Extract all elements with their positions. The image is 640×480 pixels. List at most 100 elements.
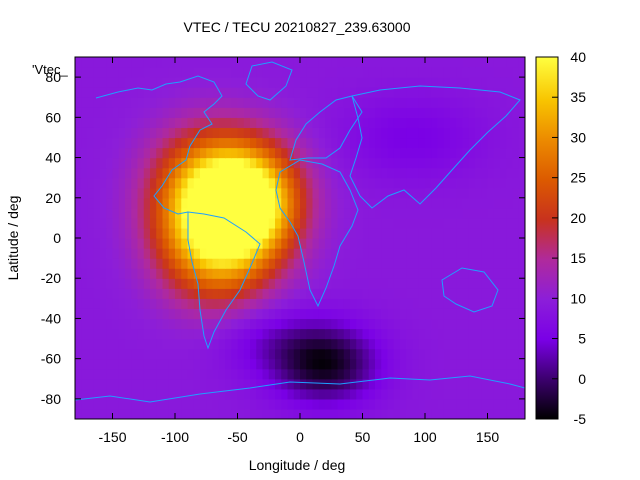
heatmap-cell [406, 358, 414, 370]
heatmap-cell [400, 298, 407, 309]
heatmap-cell [418, 167, 426, 179]
heatmap-cell [187, 117, 195, 128]
heatmap-cell [100, 57, 107, 68]
heatmap-cell [462, 368, 470, 380]
heatmap-cell [212, 127, 220, 139]
heatmap-cell [512, 408, 520, 419]
heatmap-cell [93, 147, 101, 159]
heatmap-cell [193, 298, 201, 309]
heatmap-cell [487, 107, 495, 118]
heatmap-cell [212, 288, 220, 299]
heatmap-cell [81, 298, 89, 309]
heatmap-cell [200, 238, 207, 249]
heatmap-cell [337, 67, 345, 78]
heatmap-cell [450, 358, 457, 370]
heatmap-cell [237, 87, 245, 98]
heatmap-cell [418, 238, 426, 249]
heatmap-cell [250, 177, 257, 189]
heatmap-cell [275, 298, 282, 309]
heatmap-cell [75, 378, 82, 390]
heatmap-cell [225, 167, 232, 179]
heatmap-cell [262, 217, 270, 229]
heatmap-cell [125, 77, 132, 88]
heatmap-cell [262, 177, 270, 189]
heatmap-cell [412, 57, 420, 68]
heatmap-cell [193, 268, 201, 279]
heatmap-cell [293, 137, 301, 149]
heatmap-cell [425, 368, 432, 380]
heatmap-cell [175, 147, 182, 159]
heatmap-cell [218, 378, 226, 390]
heatmap-cell [118, 207, 126, 219]
heatmap-cell [150, 77, 157, 88]
heatmap-cell [112, 97, 120, 108]
heatmap-cell [343, 358, 351, 370]
heatmap-cell [287, 268, 295, 279]
heatmap-cell [143, 328, 151, 340]
heatmap-cell [237, 358, 245, 370]
heatmap-cell [518, 137, 525, 149]
heatmap-cell [100, 197, 107, 209]
heatmap-cell [306, 197, 314, 209]
x-tick-label: 0 [296, 429, 304, 445]
heatmap-cell [350, 338, 357, 350]
heatmap-cell [431, 197, 439, 209]
heatmap-cell [462, 57, 470, 68]
heatmap-cell [175, 97, 182, 108]
heatmap-cell [481, 177, 489, 189]
heatmap-cell [243, 197, 251, 209]
heatmap-cell [293, 197, 301, 209]
heatmap-cell [337, 278, 345, 289]
heatmap-cell [225, 248, 232, 259]
heatmap-cell [156, 107, 164, 118]
heatmap-cell [200, 258, 207, 269]
heatmap-cell [275, 288, 282, 299]
heatmap-cell [125, 368, 132, 380]
heatmap-cell [287, 308, 295, 320]
heatmap-cell [131, 308, 139, 320]
heatmap-cell [87, 328, 95, 340]
heatmap-cell [500, 167, 507, 179]
heatmap-cell [250, 147, 257, 159]
heatmap-cell [143, 67, 151, 78]
heatmap-cell [293, 298, 301, 309]
heatmap-cell [206, 348, 214, 360]
heatmap-cell [375, 278, 382, 289]
heatmap-cell [362, 137, 370, 149]
heatmap-cell [268, 147, 276, 159]
heatmap-cell [412, 227, 420, 239]
heatmap-cell [300, 278, 307, 289]
heatmap-cell [312, 298, 320, 309]
heatmap-cell [212, 227, 220, 239]
heatmap-cell [175, 388, 182, 400]
heatmap-cell [118, 248, 126, 259]
heatmap-cell [281, 127, 289, 139]
heatmap-cell [125, 328, 132, 340]
heatmap-cell [500, 388, 507, 400]
heatmap-cell [156, 378, 164, 390]
heatmap-cell [143, 187, 151, 199]
heatmap-cell [431, 117, 439, 128]
heatmap-cell [193, 348, 201, 360]
heatmap-cell [362, 187, 370, 199]
heatmap-cell [406, 57, 414, 68]
heatmap-cell [350, 207, 357, 219]
heatmap-cell [312, 227, 320, 239]
heatmap-cell [406, 77, 414, 88]
coastline-africa [275, 159, 359, 308]
heatmap-cell [243, 378, 251, 390]
heatmap-cell [500, 358, 507, 370]
heatmap-cell [456, 378, 464, 390]
heatmap-cell [412, 187, 420, 199]
heatmap-cell [318, 358, 326, 370]
heatmap-cell [343, 388, 351, 400]
heatmap-cell [393, 197, 401, 209]
heatmap-cell [181, 318, 189, 330]
heatmap-cell [318, 87, 326, 98]
heatmap-cell [156, 227, 164, 239]
heatmap-cell [387, 197, 395, 209]
heatmap-cell [412, 97, 420, 108]
heatmap-cell [393, 97, 401, 108]
heatmap-cell [143, 127, 151, 139]
heatmap-cell [100, 278, 107, 289]
